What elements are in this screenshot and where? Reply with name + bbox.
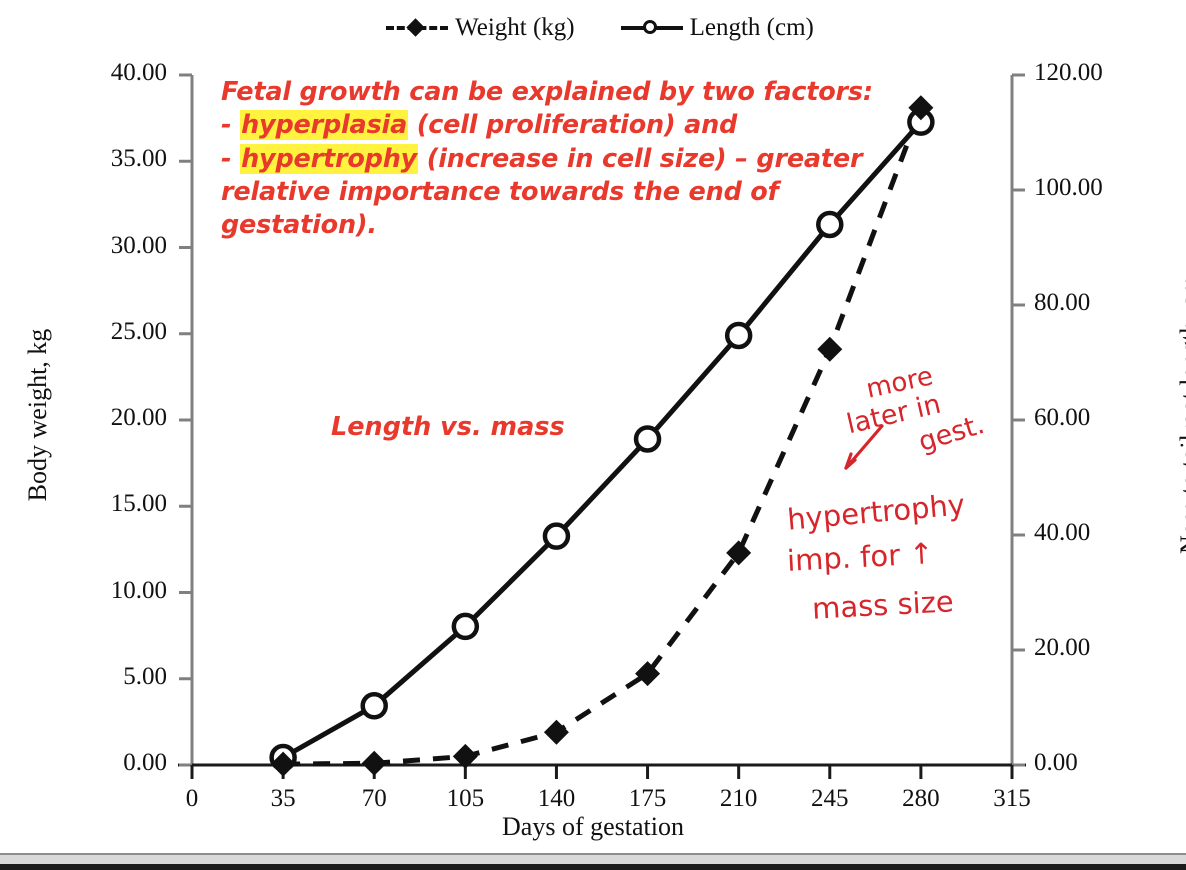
annotation-highlight-hyperplasia: hyperplasia — [240, 110, 409, 141]
x-tick-label: 280 — [902, 785, 940, 812]
annotation-line-2-prefix: - — [221, 110, 241, 141]
x-tick-label: 105 — [446, 785, 485, 812]
annotation-line-2: - hyperplasia (cell proliferation) and — [221, 109, 911, 142]
marker-weight-point — [908, 95, 934, 121]
y-tick-label-left: 5.00 — [123, 662, 167, 690]
y-tick-label-right: 20.00 — [1034, 634, 1091, 661]
handwriting-arrow-icon — [844, 424, 884, 470]
marker-weight-point — [270, 751, 296, 777]
y-tick-label-left: 40.00 — [110, 59, 167, 86]
annotation-line-5: gestation). — [221, 210, 377, 241]
y-tick-label-right: 60.00 — [1034, 404, 1091, 431]
legend-label-length: Length (cm) — [689, 14, 814, 41]
x-tick-label: 245 — [811, 785, 849, 812]
x-tick-label: 315 — [993, 785, 1031, 812]
marker-weight-point — [361, 750, 387, 776]
annotation-line-3-rest: (increase in cell size) – greater — [418, 143, 863, 174]
y-tick-label-left: 10.00 — [110, 576, 167, 604]
y-axis-title-right: Nose to tailroot length, cm — [1175, 276, 1186, 555]
marker-length-point — [816, 210, 844, 239]
annotation-line-3-prefix: - — [221, 143, 241, 174]
marker-length-point — [451, 612, 480, 641]
y-tick-label-left: 20.00 — [110, 404, 167, 431]
annotation-line-2-rest: (cell proliferation) and — [408, 110, 738, 141]
legend-label-weight: Weight (kg) — [455, 14, 575, 41]
y-tick-label-left: 15.00 — [110, 490, 167, 518]
marker-length-point — [633, 425, 662, 453]
y-tick-label-right: 100.00 — [1034, 174, 1103, 201]
marker-length-point — [360, 692, 388, 720]
legend-marker-length — [620, 17, 683, 39]
annotation-textbox: Fetal growth can be explained by two fac… — [221, 76, 911, 242]
x-tick-label: 140 — [537, 785, 576, 812]
marker-length-point — [724, 321, 753, 350]
annotation-line-1: Fetal growth can be explained by two fac… — [221, 77, 873, 107]
marker-weight-point — [543, 719, 569, 745]
y-tick-label-left: 25.00 — [110, 317, 167, 345]
legend-item-weight: Weight (kg) — [386, 14, 575, 42]
x-tick-label: 175 — [628, 785, 667, 812]
bottom-black-bar — [0, 864, 1186, 870]
y-tick-label-right: 80.00 — [1034, 289, 1091, 316]
annotation-highlight-hypertrophy: hypertrophy — [240, 143, 419, 174]
series-line-length — [281, 120, 923, 760]
series-line-weight — [283, 106, 924, 767]
legend-item-length: Length (cm) — [620, 14, 814, 42]
y-tick-label-left: 35.00 — [110, 145, 167, 173]
marker-length-point — [542, 522, 571, 550]
x-tick-label: 210 — [719, 785, 758, 812]
x-axis-title: Days of gestation — [502, 812, 684, 841]
annotation-line-4: relative importance towards the end of — [221, 176, 779, 207]
y-tick-label-right: 0.00 — [1034, 749, 1078, 776]
x-tick-label: 70 — [361, 785, 387, 812]
marker-weight-point — [726, 540, 752, 566]
marker-weight-point — [635, 661, 661, 687]
bottom-strip — [0, 855, 1186, 864]
legend-marker-weight — [386, 17, 449, 39]
y-tick-label-left: 0.00 — [123, 749, 167, 776]
y-axis-title-left: Body weight, kg — [23, 328, 52, 502]
annotation-line-3: - hypertrophy (increase in cell size) – … — [221, 143, 911, 176]
bottom-strip-top-edge — [0, 853, 1186, 855]
x-tick-label: 0 — [185, 785, 199, 812]
marker-weight-point — [817, 336, 843, 362]
x-tick-label: 35 — [270, 785, 296, 812]
chart-legend: Weight (kg) Length (cm) — [340, 8, 860, 48]
y-tick-label-right: 120.00 — [1034, 59, 1103, 86]
annotation-length-vs-mass: Length vs. mass — [331, 412, 565, 442]
y-tick-label-right: 40.00 — [1034, 519, 1091, 546]
marker-weight-point — [452, 743, 478, 769]
y-tick-label-left: 30.00 — [110, 231, 167, 259]
